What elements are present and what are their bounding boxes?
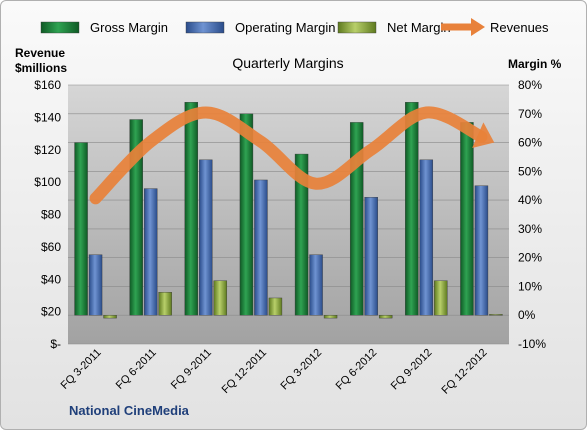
x-axis-ticks: FQ 3-2011 FQ 6-2011 FQ 9-2011 FQ 12-2011 FQ …: [59, 347, 490, 397]
right-tick-label: 0%: [518, 308, 536, 322]
left-axis-label-line2: $millions: [15, 61, 67, 75]
x-tick-label: FQ 9-2011: [169, 347, 214, 392]
net-margin-bar: [489, 314, 503, 316]
operating-margin-bar: [419, 159, 434, 316]
legend-label: Net Margin: [387, 20, 451, 35]
net-margin-bar: [378, 315, 393, 319]
right-tick-label: 70%: [518, 107, 542, 121]
revenue-line: [89, 106, 488, 205]
legend-swatch-operating-margin: [185, 21, 225, 34]
x-tick-label: FQ 6-2011: [114, 347, 159, 392]
legend: Gross Margin Operating Margin Net Margin Re…: [40, 18, 549, 36]
gross-margin-bar: [294, 153, 309, 316]
gross-margin-bar: [129, 119, 143, 316]
right-tick-label: 50%: [518, 164, 542, 178]
operating-margin-bar: [474, 185, 489, 316]
left-tick-label: $40: [41, 272, 61, 286]
right-tick-label: 80%: [518, 78, 542, 92]
chart-title: Quarterly Margins: [232, 55, 343, 71]
x-tick-label: FQ 6-2012: [334, 347, 380, 393]
operating-margin-bar: [309, 254, 323, 316]
x-tick-label: FQ 12-2011: [220, 347, 269, 396]
left-tick-label: $20: [41, 305, 61, 319]
source-label: National CineMedia: [69, 403, 190, 418]
x-tick-label: FQ 3-2011: [59, 347, 104, 392]
operating-margin-bar: [254, 179, 268, 316]
operating-margin-bar: [88, 254, 103, 316]
gross-margin-bar: [74, 142, 88, 316]
legend-swatch-net-margin: [337, 21, 377, 34]
legend-label: Revenues: [490, 20, 549, 35]
net-margin-bar: [213, 280, 228, 316]
right-tick-label: 10%: [518, 279, 542, 293]
right-tick-label: 20%: [518, 251, 542, 265]
legend-swatch-gross-margin: [40, 21, 80, 34]
right-tick-label: 30%: [518, 222, 542, 236]
legend-arrow-revenues: [471, 18, 485, 36]
left-axis-label-line1: Revenue: [15, 46, 65, 60]
right-axis-label: Margin %: [508, 57, 562, 71]
left-tick-label: $120: [34, 143, 61, 157]
gross-margin-bar: [405, 102, 419, 316]
operating-margin-bar: [364, 197, 378, 316]
gross-margin-bar: [239, 113, 254, 316]
revenue-line-series: [89, 106, 495, 205]
net-margin-bar: [434, 280, 448, 316]
net-margin-bar: [323, 315, 338, 319]
legend-label: Gross Margin: [90, 20, 168, 35]
right-tick-label: -10%: [518, 337, 546, 351]
net-margin-bar: [158, 292, 172, 316]
left-tick-label: $100: [34, 175, 61, 189]
right-tick-label: 60%: [518, 136, 542, 150]
gross-margin-bar: [460, 122, 474, 316]
gross-margin-bar: [184, 102, 199, 316]
bar-series: [74, 102, 503, 319]
legend-label: Operating Margin: [235, 20, 335, 35]
left-tick-label: $140: [34, 110, 61, 124]
x-tick-label: FQ 12-2012: [440, 347, 490, 397]
left-axis-ticks: $- $20 $40 $60 $80 $100 $120 $140 $160: [34, 78, 61, 351]
left-tick-label: $80: [41, 208, 61, 222]
revenue-arrowhead: [472, 122, 495, 148]
operating-margin-bar: [199, 159, 213, 316]
left-tick-label: $160: [34, 78, 61, 92]
net-margin-bar: [103, 315, 117, 319]
operating-margin-bar: [143, 188, 158, 316]
x-tick-label: FQ 3-2012: [279, 347, 325, 393]
right-tick-label: 40%: [518, 193, 542, 207]
left-tick-label: $60: [41, 240, 61, 254]
net-margin-bar: [268, 297, 283, 316]
x-tick-label: FQ 9-2012: [389, 347, 435, 393]
right-axis-ticks: -10% 0% 10% 20% 30% 40% 50% 60% 70% 80%: [518, 78, 546, 351]
left-tick-label: $-: [50, 337, 61, 351]
